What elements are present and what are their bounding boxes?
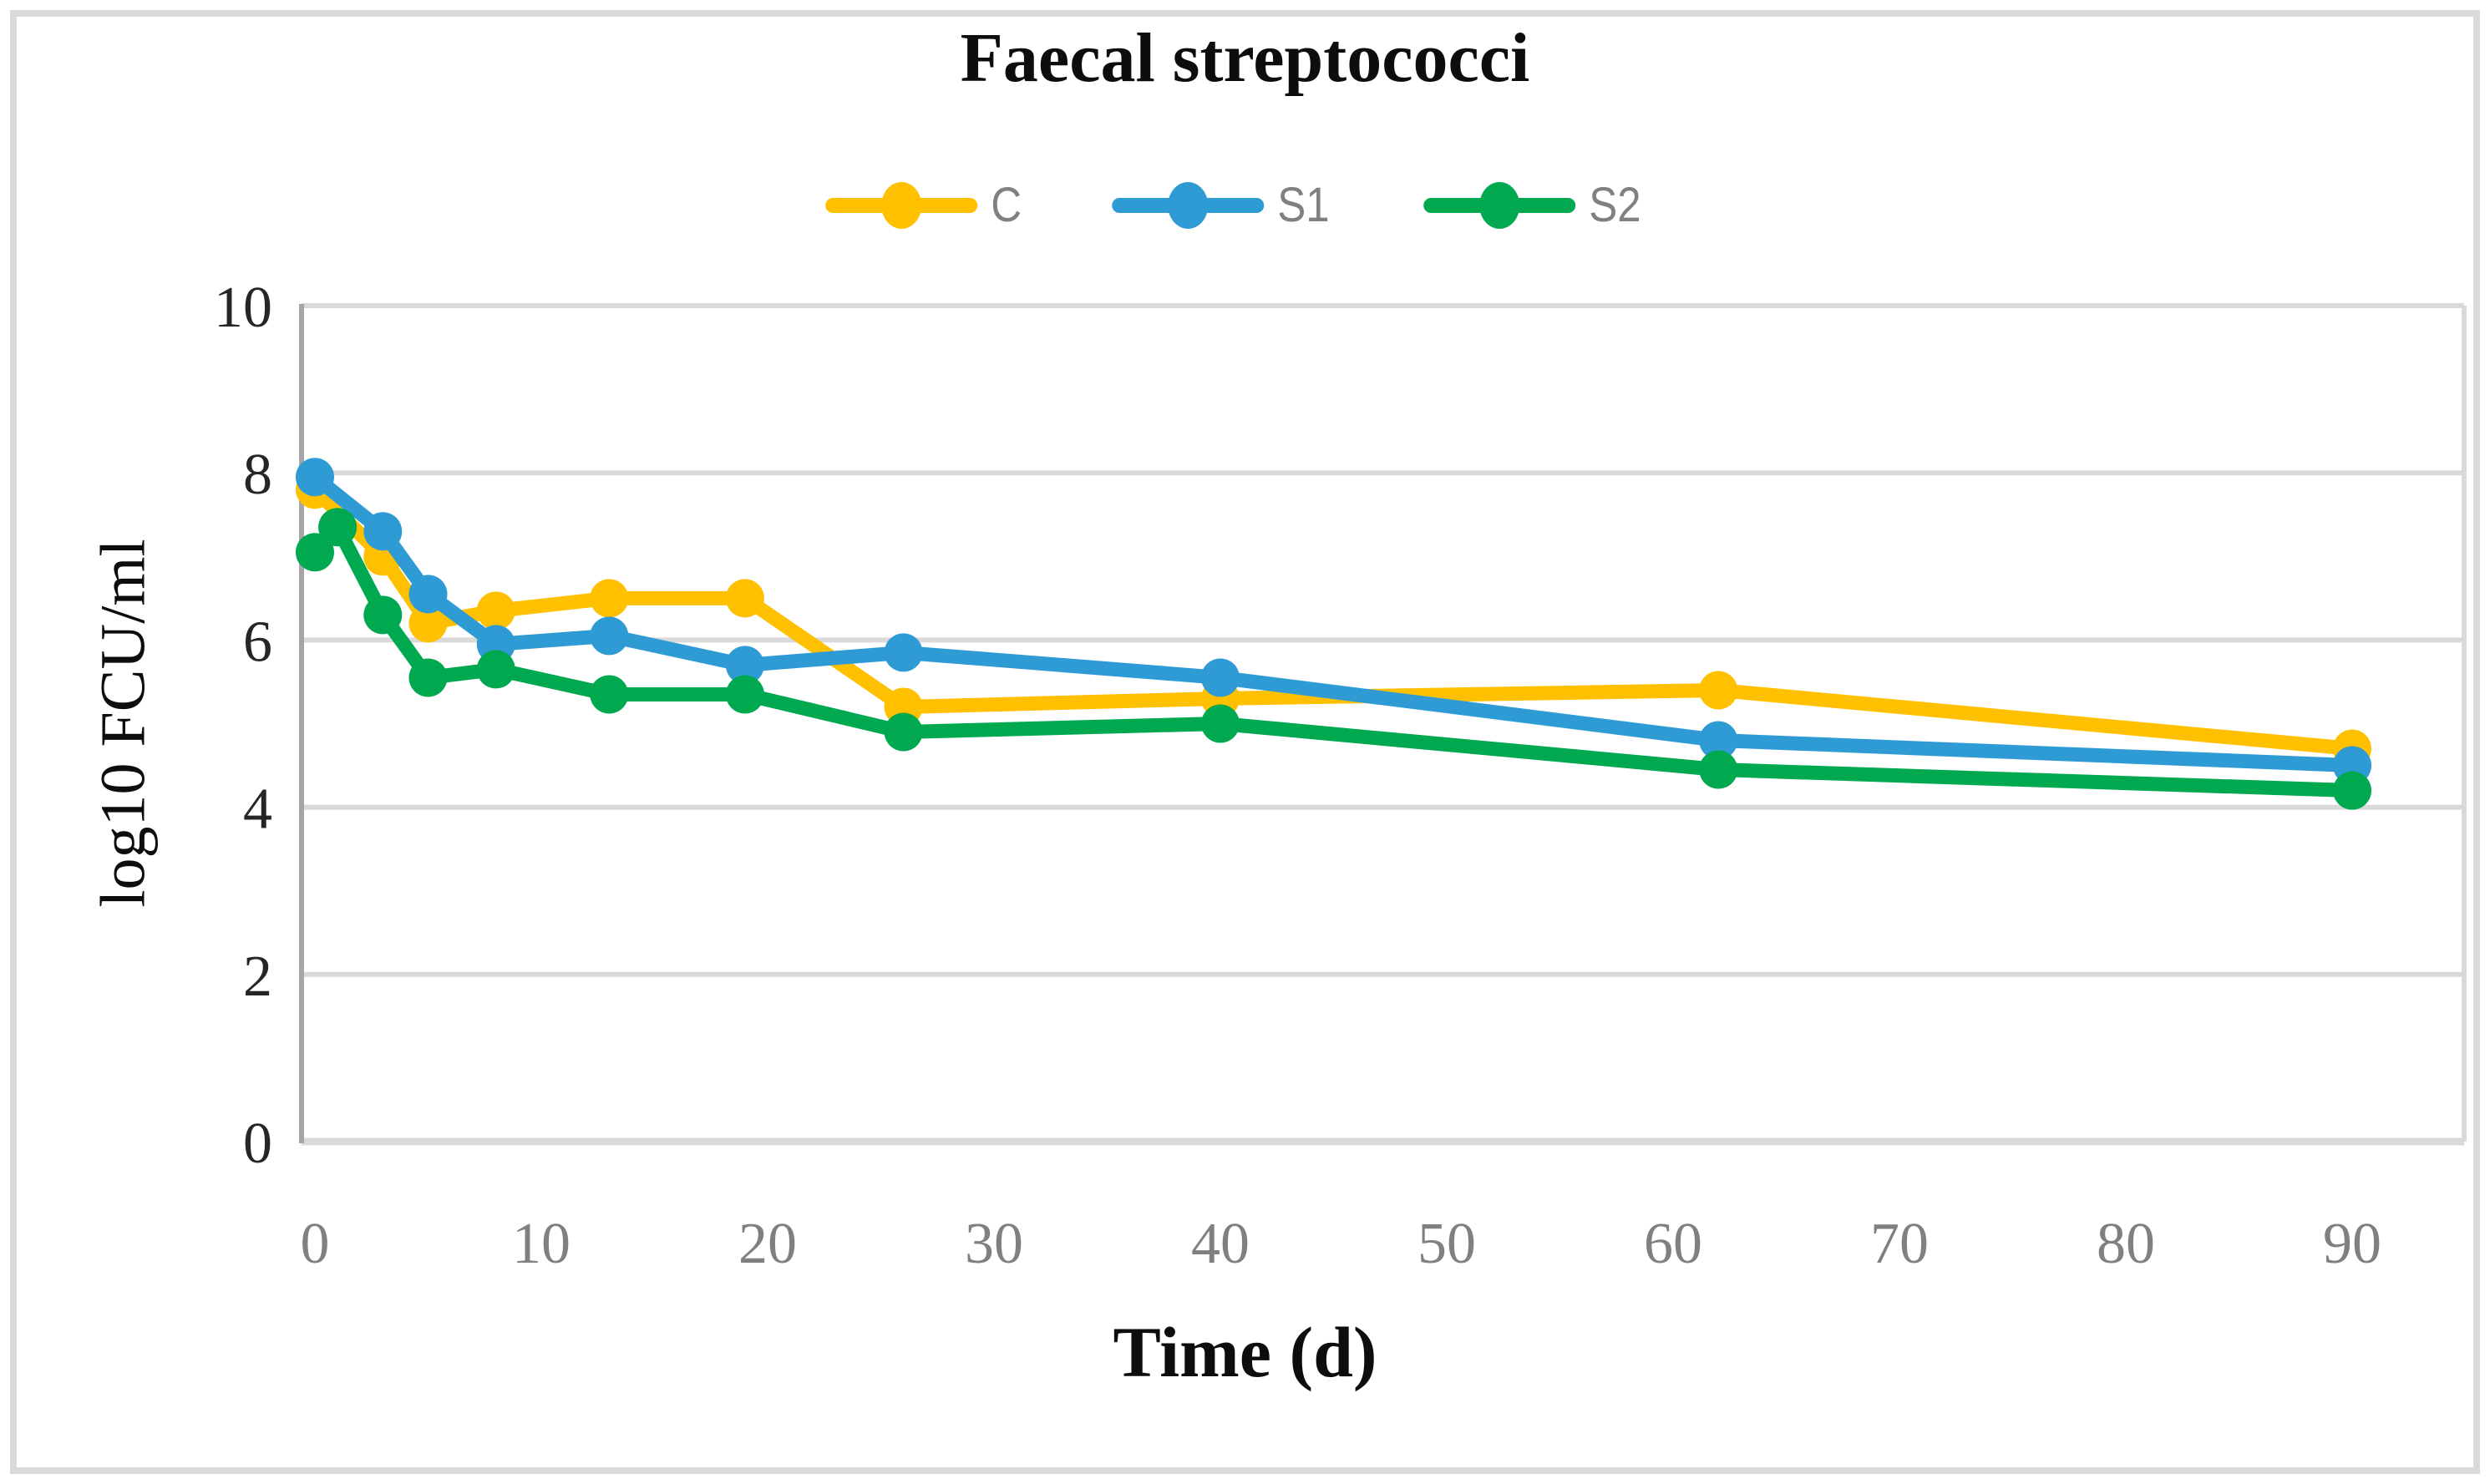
x-tick-label-30: 30 bbox=[965, 1212, 1023, 1276]
data-point-S2-day8 bbox=[476, 650, 515, 689]
x-tick-label-0: 0 bbox=[301, 1212, 330, 1276]
data-point-S2-day1 bbox=[318, 508, 358, 547]
data-point-S1-day19 bbox=[725, 646, 764, 685]
data-point-S1-day13 bbox=[590, 616, 629, 656]
data-point-S1-day5 bbox=[408, 575, 448, 614]
data-point-C-day62 bbox=[1699, 671, 1738, 710]
y-tick-label-2: 2 bbox=[243, 945, 272, 1009]
y-tick-label-0: 0 bbox=[243, 1112, 272, 1176]
y-tick-label-8: 8 bbox=[243, 443, 272, 507]
data-point-S2-day3 bbox=[363, 595, 403, 635]
data-point-S2-day26 bbox=[884, 712, 923, 752]
x-tick-label-50: 50 bbox=[1417, 1212, 1476, 1276]
data-point-C-day19 bbox=[725, 579, 764, 618]
data-point-S2-day40 bbox=[1201, 704, 1240, 743]
legend-marker-s1-icon bbox=[1112, 179, 1265, 232]
data-point-S2-day62 bbox=[1699, 750, 1738, 789]
legend-item-c: C bbox=[824, 178, 1026, 232]
y-tick-label-10: 10 bbox=[214, 276, 272, 340]
figure-border bbox=[10, 10, 2480, 1474]
x-axis-title: Time (d) bbox=[1113, 1312, 1377, 1392]
legend-item-s2: S2 bbox=[1423, 178, 1649, 232]
chart-title: Faecal streptococci bbox=[960, 19, 1530, 97]
x-tick-label-10: 10 bbox=[512, 1212, 571, 1276]
data-point-S1-day0 bbox=[296, 458, 334, 497]
x-tick-label-40: 40 bbox=[1191, 1212, 1250, 1276]
x-tick-label-20: 20 bbox=[738, 1212, 797, 1276]
y-tick-label-4: 4 bbox=[243, 777, 272, 842]
legend-item-s1: S1 bbox=[1112, 178, 1337, 232]
series-line-S1 bbox=[307, 469, 2360, 773]
data-point-S2-day0 bbox=[296, 533, 334, 572]
x-tick-label-60: 60 bbox=[1644, 1212, 1702, 1276]
data-point-S1-day62 bbox=[1699, 721, 1738, 760]
data-point-S1-day3 bbox=[363, 512, 403, 551]
data-point-S2-day13 bbox=[590, 675, 629, 714]
y-axis-title: log10 FCU/ml bbox=[88, 539, 159, 908]
legend-label-c: C bbox=[990, 178, 1022, 232]
data-point-C-day5 bbox=[408, 604, 448, 643]
data-point-S2-day90 bbox=[2333, 771, 2371, 810]
data-point-C-day8 bbox=[476, 591, 515, 631]
legend-label-s1: S1 bbox=[1277, 178, 1331, 232]
data-point-C-day13 bbox=[590, 579, 629, 618]
x-tick-label-70: 70 bbox=[1870, 1212, 1929, 1276]
data-point-S2-day19 bbox=[725, 675, 764, 714]
data-point-S1-day40 bbox=[1201, 658, 1240, 697]
x-tick-label-90: 90 bbox=[2323, 1212, 2381, 1276]
legend: C S1 S2 bbox=[824, 178, 1649, 232]
y-tick-label-6: 6 bbox=[243, 610, 272, 674]
legend-label-s2: S2 bbox=[1589, 178, 1642, 232]
legend-marker-s2-icon bbox=[1423, 179, 1576, 232]
data-point-S1-day26 bbox=[884, 633, 923, 672]
legend-marker-c-icon bbox=[824, 179, 977, 232]
series-line-C bbox=[307, 482, 2360, 757]
x-tick-label-80: 80 bbox=[2097, 1212, 2155, 1276]
data-point-S2-day5 bbox=[408, 658, 448, 697]
